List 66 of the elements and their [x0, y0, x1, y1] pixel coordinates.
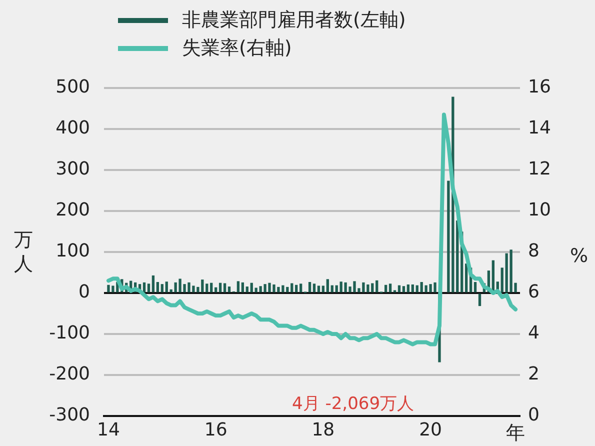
bar — [142, 282, 146, 292]
bar — [402, 286, 406, 292]
bar — [206, 284, 208, 292]
legend-label: 失業率(右軸) — [182, 36, 292, 61]
x-tick-label: 18 — [312, 419, 335, 440]
bar — [210, 282, 213, 292]
bar — [398, 285, 401, 292]
y-tick-label: 400 — [56, 118, 90, 139]
legend-label: 非農業部門雇用者数(左軸) — [182, 8, 406, 33]
bar — [326, 279, 329, 292]
y-tick-label: -300 — [49, 404, 90, 426]
bar — [152, 275, 155, 292]
bar — [299, 284, 302, 292]
bar — [228, 286, 231, 292]
bar — [246, 286, 248, 292]
y2-tick-label: 6 — [528, 282, 540, 303]
bar — [218, 282, 222, 292]
bar — [411, 284, 414, 292]
y2-tick-label: 10 — [528, 200, 551, 221]
y2-tick-label: 14 — [528, 118, 551, 139]
x-tick-label: 14 — [97, 419, 120, 440]
bar — [223, 283, 226, 292]
bar — [165, 282, 168, 292]
y2-tick-label: 4 — [528, 322, 540, 344]
bar — [236, 281, 240, 292]
bar — [376, 280, 378, 292]
bar — [500, 268, 504, 292]
bar — [147, 284, 150, 292]
y-tick-label: -200 — [49, 364, 90, 385]
bar — [160, 284, 164, 292]
y2-tick-label: 0 — [528, 404, 540, 426]
bar — [290, 283, 294, 292]
bar — [250, 282, 253, 292]
y-tick-label: 300 — [56, 158, 90, 180]
bar — [156, 282, 160, 292]
x-tick-label: 16 — [204, 419, 228, 440]
bar — [464, 264, 468, 292]
y-tick-label: 200 — [56, 200, 90, 221]
bar — [478, 294, 482, 306]
bar — [308, 282, 312, 292]
bar — [474, 282, 477, 292]
bar — [388, 284, 392, 292]
y-tick-label: 100 — [56, 240, 90, 262]
annotation: 4月 -2,069万人 — [292, 393, 414, 415]
bar — [384, 284, 388, 292]
bar — [214, 287, 218, 292]
bar — [416, 285, 418, 292]
y2-tick-label: 2 — [528, 364, 540, 385]
bar — [317, 286, 320, 292]
x-tick-label: 20 — [419, 419, 442, 440]
y-tick-label: 500 — [56, 76, 90, 98]
y-tick-label: -100 — [49, 322, 90, 344]
bar — [371, 283, 374, 292]
bar — [312, 284, 316, 292]
bar — [322, 286, 325, 292]
bar — [330, 285, 334, 292]
y-axis-title: 万人 — [14, 228, 34, 276]
bar — [295, 284, 298, 292]
x-axis-title: 年 — [506, 421, 525, 446]
bar — [241, 282, 244, 292]
bar — [406, 284, 410, 292]
y-tick-label: 0 — [78, 282, 90, 303]
y2-tick-label: 16 — [528, 76, 551, 98]
y2-axis-title: % — [570, 245, 588, 267]
y2-tick-label: 8 — [528, 240, 540, 262]
y2-tick-label: 12 — [528, 158, 551, 180]
